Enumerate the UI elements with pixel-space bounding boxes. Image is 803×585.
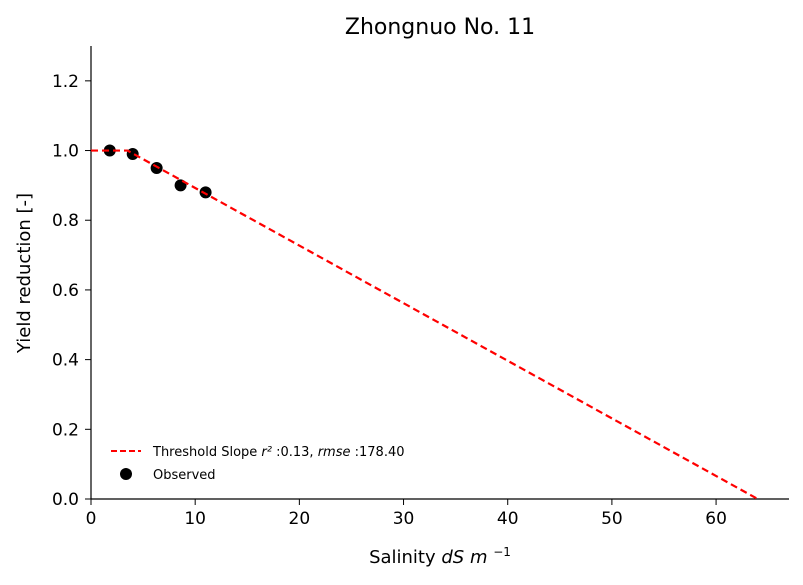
legend-rmse-symbol: rmse — [318, 445, 351, 460]
x-axis-label-text: Salinity — [369, 547, 436, 568]
y-tick-label: 0.6 — [52, 281, 79, 301]
legend-r2-symbol: r² — [261, 445, 272, 460]
legend: Threshold Slope r² :0.13, rmse :178.40 O… — [111, 445, 405, 483]
x-tick-label: 10 — [184, 509, 206, 529]
x-tick-label: 40 — [497, 509, 519, 529]
x-axis-label-math: dS m — [441, 547, 487, 568]
legend-line-label-prefix: Threshold Slope — [152, 445, 261, 460]
observed-point — [150, 161, 163, 174]
legend-scatter-label: Observed — [153, 468, 216, 483]
legend-rmse-value: :178.40 — [355, 445, 405, 460]
x-tick-label: 60 — [705, 509, 727, 529]
x-axis-label-exp: −1 — [493, 545, 511, 559]
x-axis-label: Salinity dS m −1 — [369, 545, 511, 568]
observed-point — [126, 148, 139, 161]
threshold-slope-line — [91, 149, 759, 500]
y-tick-label: 1.2 — [52, 72, 79, 92]
x-tick-label: 30 — [393, 509, 415, 529]
plot-area: 0 10 20 30 40 50 60 0.0 0.2 0.4 0.6 0.8 1.0 1.2 — [52, 46, 789, 529]
y-tick-label: 0.8 — [52, 211, 79, 231]
y-axis-label: Yield reduction [-] — [14, 193, 35, 354]
y-tick-label: 0.4 — [52, 351, 79, 371]
y-tick-label: 1.0 — [52, 142, 79, 162]
observed-point — [199, 186, 212, 199]
x-tick-label: 0 — [86, 509, 97, 529]
legend-r2-value: :0.13, — [276, 445, 318, 460]
observed-point — [103, 144, 116, 157]
legend-scatter-swatch — [120, 468, 132, 480]
legend-line-label: Threshold Slope r² :0.13, rmse :178.40 — [152, 445, 405, 460]
y-tick-label: 0.0 — [52, 490, 79, 510]
x-tick-label: 20 — [289, 509, 311, 529]
x-tick-label: 50 — [601, 509, 623, 529]
y-tick-label: 0.2 — [52, 420, 79, 440]
chart-title: Zhongnuo No. 11 — [345, 15, 535, 40]
